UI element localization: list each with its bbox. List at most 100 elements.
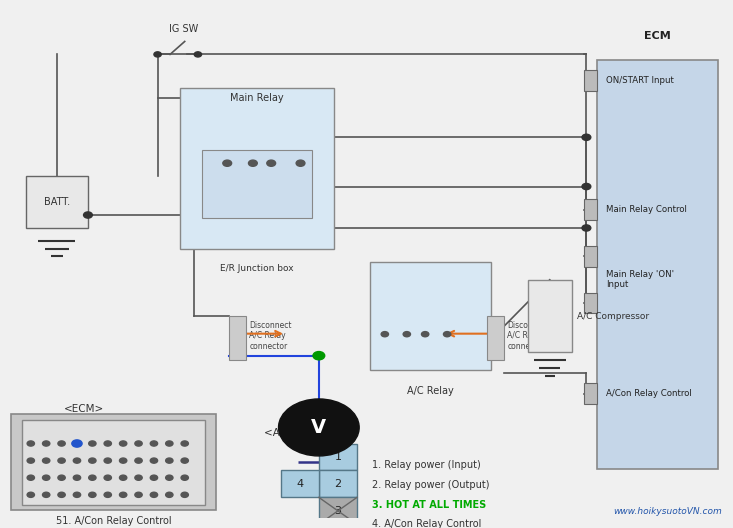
Text: A/C Compressor: A/C Compressor: [577, 312, 649, 320]
FancyBboxPatch shape: [319, 497, 357, 524]
Text: Main Relay 'ON'
Input: Main Relay 'ON' Input: [606, 270, 674, 289]
Text: 3. HOT AT ALL TIMES: 3. HOT AT ALL TIMES: [372, 499, 486, 510]
FancyBboxPatch shape: [528, 280, 572, 352]
FancyBboxPatch shape: [22, 420, 205, 505]
FancyBboxPatch shape: [370, 262, 491, 371]
FancyBboxPatch shape: [202, 150, 312, 218]
FancyBboxPatch shape: [487, 316, 504, 360]
Circle shape: [27, 475, 34, 480]
Text: ON/START Input: ON/START Input: [606, 76, 674, 85]
Circle shape: [73, 458, 81, 463]
Circle shape: [313, 352, 325, 360]
Text: Main Relay: Main Relay: [229, 93, 284, 103]
Circle shape: [84, 212, 92, 218]
Text: 1: 1: [334, 452, 342, 462]
Circle shape: [58, 475, 65, 480]
Text: Disconnect
A/C Relay
connector: Disconnect A/C Relay connector: [507, 321, 550, 351]
Circle shape: [119, 458, 127, 463]
Circle shape: [166, 492, 173, 497]
Circle shape: [27, 458, 34, 463]
Circle shape: [582, 134, 591, 140]
FancyBboxPatch shape: [319, 470, 357, 497]
Circle shape: [27, 441, 34, 446]
FancyBboxPatch shape: [281, 470, 319, 497]
Circle shape: [58, 458, 65, 463]
Text: IG SW: IG SW: [169, 24, 198, 34]
Circle shape: [166, 458, 173, 463]
Circle shape: [43, 475, 50, 480]
FancyBboxPatch shape: [319, 444, 357, 470]
Circle shape: [58, 492, 65, 497]
Circle shape: [181, 492, 188, 497]
Circle shape: [104, 475, 111, 480]
Text: 2. Relay power (Output): 2. Relay power (Output): [372, 480, 489, 490]
Text: 2: 2: [334, 479, 342, 489]
Circle shape: [150, 441, 158, 446]
FancyBboxPatch shape: [584, 383, 597, 404]
Circle shape: [43, 458, 50, 463]
Text: 4: 4: [296, 479, 303, 489]
Circle shape: [421, 332, 429, 337]
Circle shape: [43, 441, 50, 446]
Text: BATT.: BATT.: [44, 197, 70, 207]
Circle shape: [194, 52, 202, 57]
Circle shape: [582, 225, 591, 231]
Circle shape: [166, 441, 173, 446]
Circle shape: [154, 52, 161, 57]
Circle shape: [166, 475, 173, 480]
Text: 1. Relay power (Input): 1. Relay power (Input): [372, 460, 480, 470]
Text: 4. A/Con Relay Control: 4. A/Con Relay Control: [372, 520, 481, 528]
Circle shape: [381, 332, 388, 337]
Circle shape: [73, 475, 81, 480]
FancyBboxPatch shape: [584, 200, 597, 220]
Circle shape: [104, 441, 111, 446]
Circle shape: [403, 332, 410, 337]
FancyBboxPatch shape: [584, 70, 597, 91]
Text: A/C Relay: A/C Relay: [408, 386, 454, 396]
Circle shape: [43, 492, 50, 497]
Circle shape: [119, 475, 127, 480]
Text: Disconnect
A/C Relay
connector: Disconnect A/C Relay connector: [249, 321, 292, 351]
Text: <ECM>: <ECM>: [65, 404, 104, 414]
Circle shape: [279, 399, 359, 456]
Circle shape: [135, 458, 142, 463]
Circle shape: [135, 475, 142, 480]
FancyBboxPatch shape: [597, 60, 718, 469]
Text: A/Con Relay Control: A/Con Relay Control: [606, 389, 692, 398]
FancyBboxPatch shape: [180, 88, 334, 249]
FancyBboxPatch shape: [584, 293, 597, 314]
FancyBboxPatch shape: [229, 316, 246, 360]
Circle shape: [89, 492, 96, 497]
Circle shape: [89, 475, 96, 480]
Text: Main Relay Control: Main Relay Control: [606, 205, 687, 214]
Circle shape: [27, 492, 34, 497]
Circle shape: [181, 441, 188, 446]
Circle shape: [89, 458, 96, 463]
Circle shape: [248, 160, 257, 166]
FancyBboxPatch shape: [11, 414, 216, 511]
Circle shape: [135, 441, 142, 446]
Circle shape: [181, 458, 188, 463]
Circle shape: [104, 492, 111, 497]
Circle shape: [181, 475, 188, 480]
FancyBboxPatch shape: [584, 246, 597, 267]
FancyBboxPatch shape: [26, 176, 88, 228]
Text: 51. A/Con Relay Control: 51. A/Con Relay Control: [56, 515, 172, 525]
Circle shape: [267, 160, 276, 166]
Circle shape: [119, 492, 127, 497]
Circle shape: [58, 441, 65, 446]
Circle shape: [73, 492, 81, 497]
Text: www.hoikysuotoVN.com: www.hoikysuotoVN.com: [614, 506, 722, 515]
Circle shape: [150, 458, 158, 463]
Circle shape: [296, 160, 305, 166]
Text: E/R Junction box: E/R Junction box: [220, 264, 293, 274]
Circle shape: [582, 183, 591, 190]
Circle shape: [443, 332, 451, 337]
Circle shape: [89, 441, 96, 446]
Circle shape: [135, 492, 142, 497]
Circle shape: [73, 441, 81, 446]
Text: <A/C RELAY>: <A/C RELAY>: [265, 428, 335, 438]
Circle shape: [150, 475, 158, 480]
Text: 3: 3: [334, 506, 342, 516]
Circle shape: [150, 492, 158, 497]
